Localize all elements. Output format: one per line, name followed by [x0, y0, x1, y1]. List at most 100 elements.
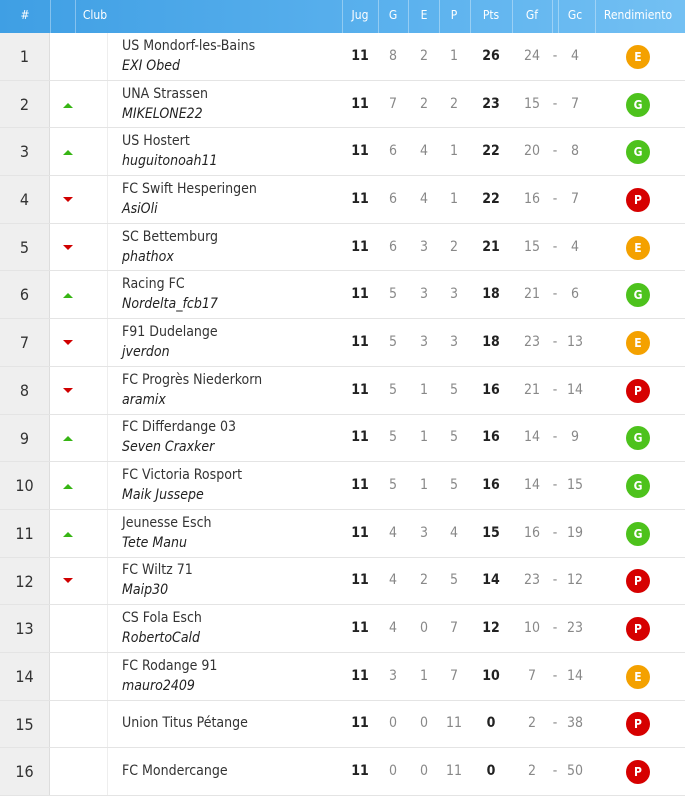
- stat-gc: 7: [570, 95, 579, 112]
- stat-jug: 11: [351, 47, 369, 64]
- trend-arrow: [63, 339, 73, 345]
- trend-arrow: [63, 150, 73, 156]
- stat-p: 7: [449, 620, 458, 637]
- stat-gc: 7: [570, 190, 579, 207]
- stat-pts: 21: [482, 238, 500, 255]
- stat-e: 2: [419, 572, 428, 589]
- rank-cell: 14: [0, 652, 50, 700]
- score-separator: -: [552, 524, 558, 541]
- stat-g: 5: [388, 477, 397, 494]
- score-separator: -: [552, 620, 558, 637]
- stat-jug: 11: [351, 429, 369, 446]
- manager-name: MIKELONE22: [122, 105, 203, 122]
- stat-jug: 11: [351, 286, 369, 303]
- form-badge: P: [626, 378, 650, 403]
- manager-name: phathox: [122, 248, 174, 265]
- stat-g: 5: [388, 333, 397, 350]
- stat-gf: 10: [523, 620, 541, 637]
- trend-cell: [52, 271, 108, 319]
- stat-pts: 18: [482, 333, 500, 350]
- header-cell[interactable]: Rendimiento: [603, 8, 673, 22]
- trend-arrow: [63, 293, 73, 299]
- stat-gf: 16: [523, 190, 541, 207]
- header-cell[interactable]: G: [388, 8, 398, 22]
- stat-jug: 11: [351, 190, 369, 207]
- stat-gc: 23: [566, 620, 584, 637]
- stat-jug: 11: [351, 477, 369, 494]
- club-name: SC Bettemburg: [122, 228, 218, 245]
- table-row: 11 Jeunesse Esch Tete Manu 11 4 3 4 15 16 19- G: [0, 509, 685, 558]
- header-cell[interactable]: Gc: [567, 8, 583, 22]
- stat-gc: 19: [566, 524, 584, 541]
- trend-cell: [52, 509, 108, 557]
- club-name: FC Victoria Rosport: [122, 467, 243, 484]
- club-name: Racing FC: [122, 276, 185, 293]
- header-cell[interactable]: Pts: [482, 8, 500, 22]
- stat-p: 4: [449, 524, 458, 541]
- score-separator: -: [552, 47, 558, 64]
- trend-cell: [52, 414, 108, 462]
- manager-name: EXI Obed: [122, 57, 180, 74]
- stat-e: 1: [419, 381, 428, 398]
- rank-cell: 11: [0, 509, 50, 557]
- score-separator: -: [552, 286, 558, 303]
- club-name: Union Titus Pétange: [122, 715, 248, 732]
- trend-cell: [52, 319, 108, 366]
- club-name: FC Swift Hesperingen: [122, 180, 257, 197]
- form-badge: G: [626, 92, 650, 117]
- score-separator: -: [552, 381, 558, 398]
- form-badge: P: [626, 617, 650, 642]
- stat-gf: 15: [523, 95, 541, 112]
- table-row: 15 Union Titus Pétange 11 0 0 11 0 2 38- P: [0, 700, 685, 749]
- trend-cell: [52, 128, 108, 176]
- header-cell[interactable]: E: [420, 8, 428, 22]
- form-badge: G: [626, 474, 650, 499]
- stat-jug: 11: [351, 763, 369, 780]
- table-row: 12 FC Wiltz 71 Maip30 11 4 2 5 14 23 12- P: [0, 557, 685, 606]
- rank-cell: 6: [0, 271, 50, 319]
- table-row: 2 UNA Strassen MIKELONE22 11 7 2 2 23 15 7- G: [0, 80, 685, 129]
- stat-g: 8: [388, 47, 397, 64]
- stat-gf: 2: [527, 763, 536, 780]
- stat-pts: 23: [482, 95, 500, 112]
- stat-gf: 24: [523, 47, 541, 64]
- header-cell[interactable]: Jug: [351, 8, 369, 22]
- table-row: 14 FC Rodange 91 mauro2409 11 3 1 7 10 7 14- E: [0, 652, 685, 701]
- score-separator: -: [552, 333, 558, 350]
- stat-gc: 38: [566, 715, 584, 732]
- header-cell[interactable]: Gf: [525, 8, 539, 22]
- form-badge: E: [626, 330, 650, 355]
- trend-arrow: [63, 484, 73, 490]
- manager-name: Nordelta_fcb17: [122, 296, 218, 313]
- header-divider: [595, 0, 596, 33]
- stat-gc: 8: [570, 143, 579, 160]
- header-cell[interactable]: P: [450, 8, 458, 22]
- rank-cell: 15: [0, 700, 50, 748]
- rank-cell: 4: [0, 176, 50, 223]
- score-separator: -: [552, 238, 558, 255]
- stat-jug: 11: [351, 620, 369, 637]
- stat-pts: 12: [482, 620, 500, 637]
- club-name: Jeunesse Esch: [122, 514, 212, 531]
- trend-down: [63, 244, 73, 250]
- stat-e: 3: [419, 524, 428, 541]
- rank-cell: 5: [0, 223, 50, 271]
- trend-arrow: [63, 102, 73, 108]
- stat-pts: 22: [482, 143, 500, 160]
- stat-gf: 23: [523, 333, 541, 350]
- stat-pts: 18: [482, 286, 500, 303]
- form-badge: G: [626, 283, 650, 308]
- rank-cell: 3: [0, 128, 50, 176]
- stat-jug: 11: [351, 238, 369, 255]
- rank-cell: 16: [0, 748, 50, 795]
- trend-cell: [52, 700, 108, 748]
- rank-cell: 7: [0, 319, 50, 366]
- stat-g: 5: [388, 286, 397, 303]
- header-divider: [512, 0, 513, 33]
- stat-jug: 11: [351, 572, 369, 589]
- header-cell[interactable]: Club: [82, 8, 108, 22]
- stat-jug: 11: [351, 95, 369, 112]
- form-badge: P: [626, 760, 650, 785]
